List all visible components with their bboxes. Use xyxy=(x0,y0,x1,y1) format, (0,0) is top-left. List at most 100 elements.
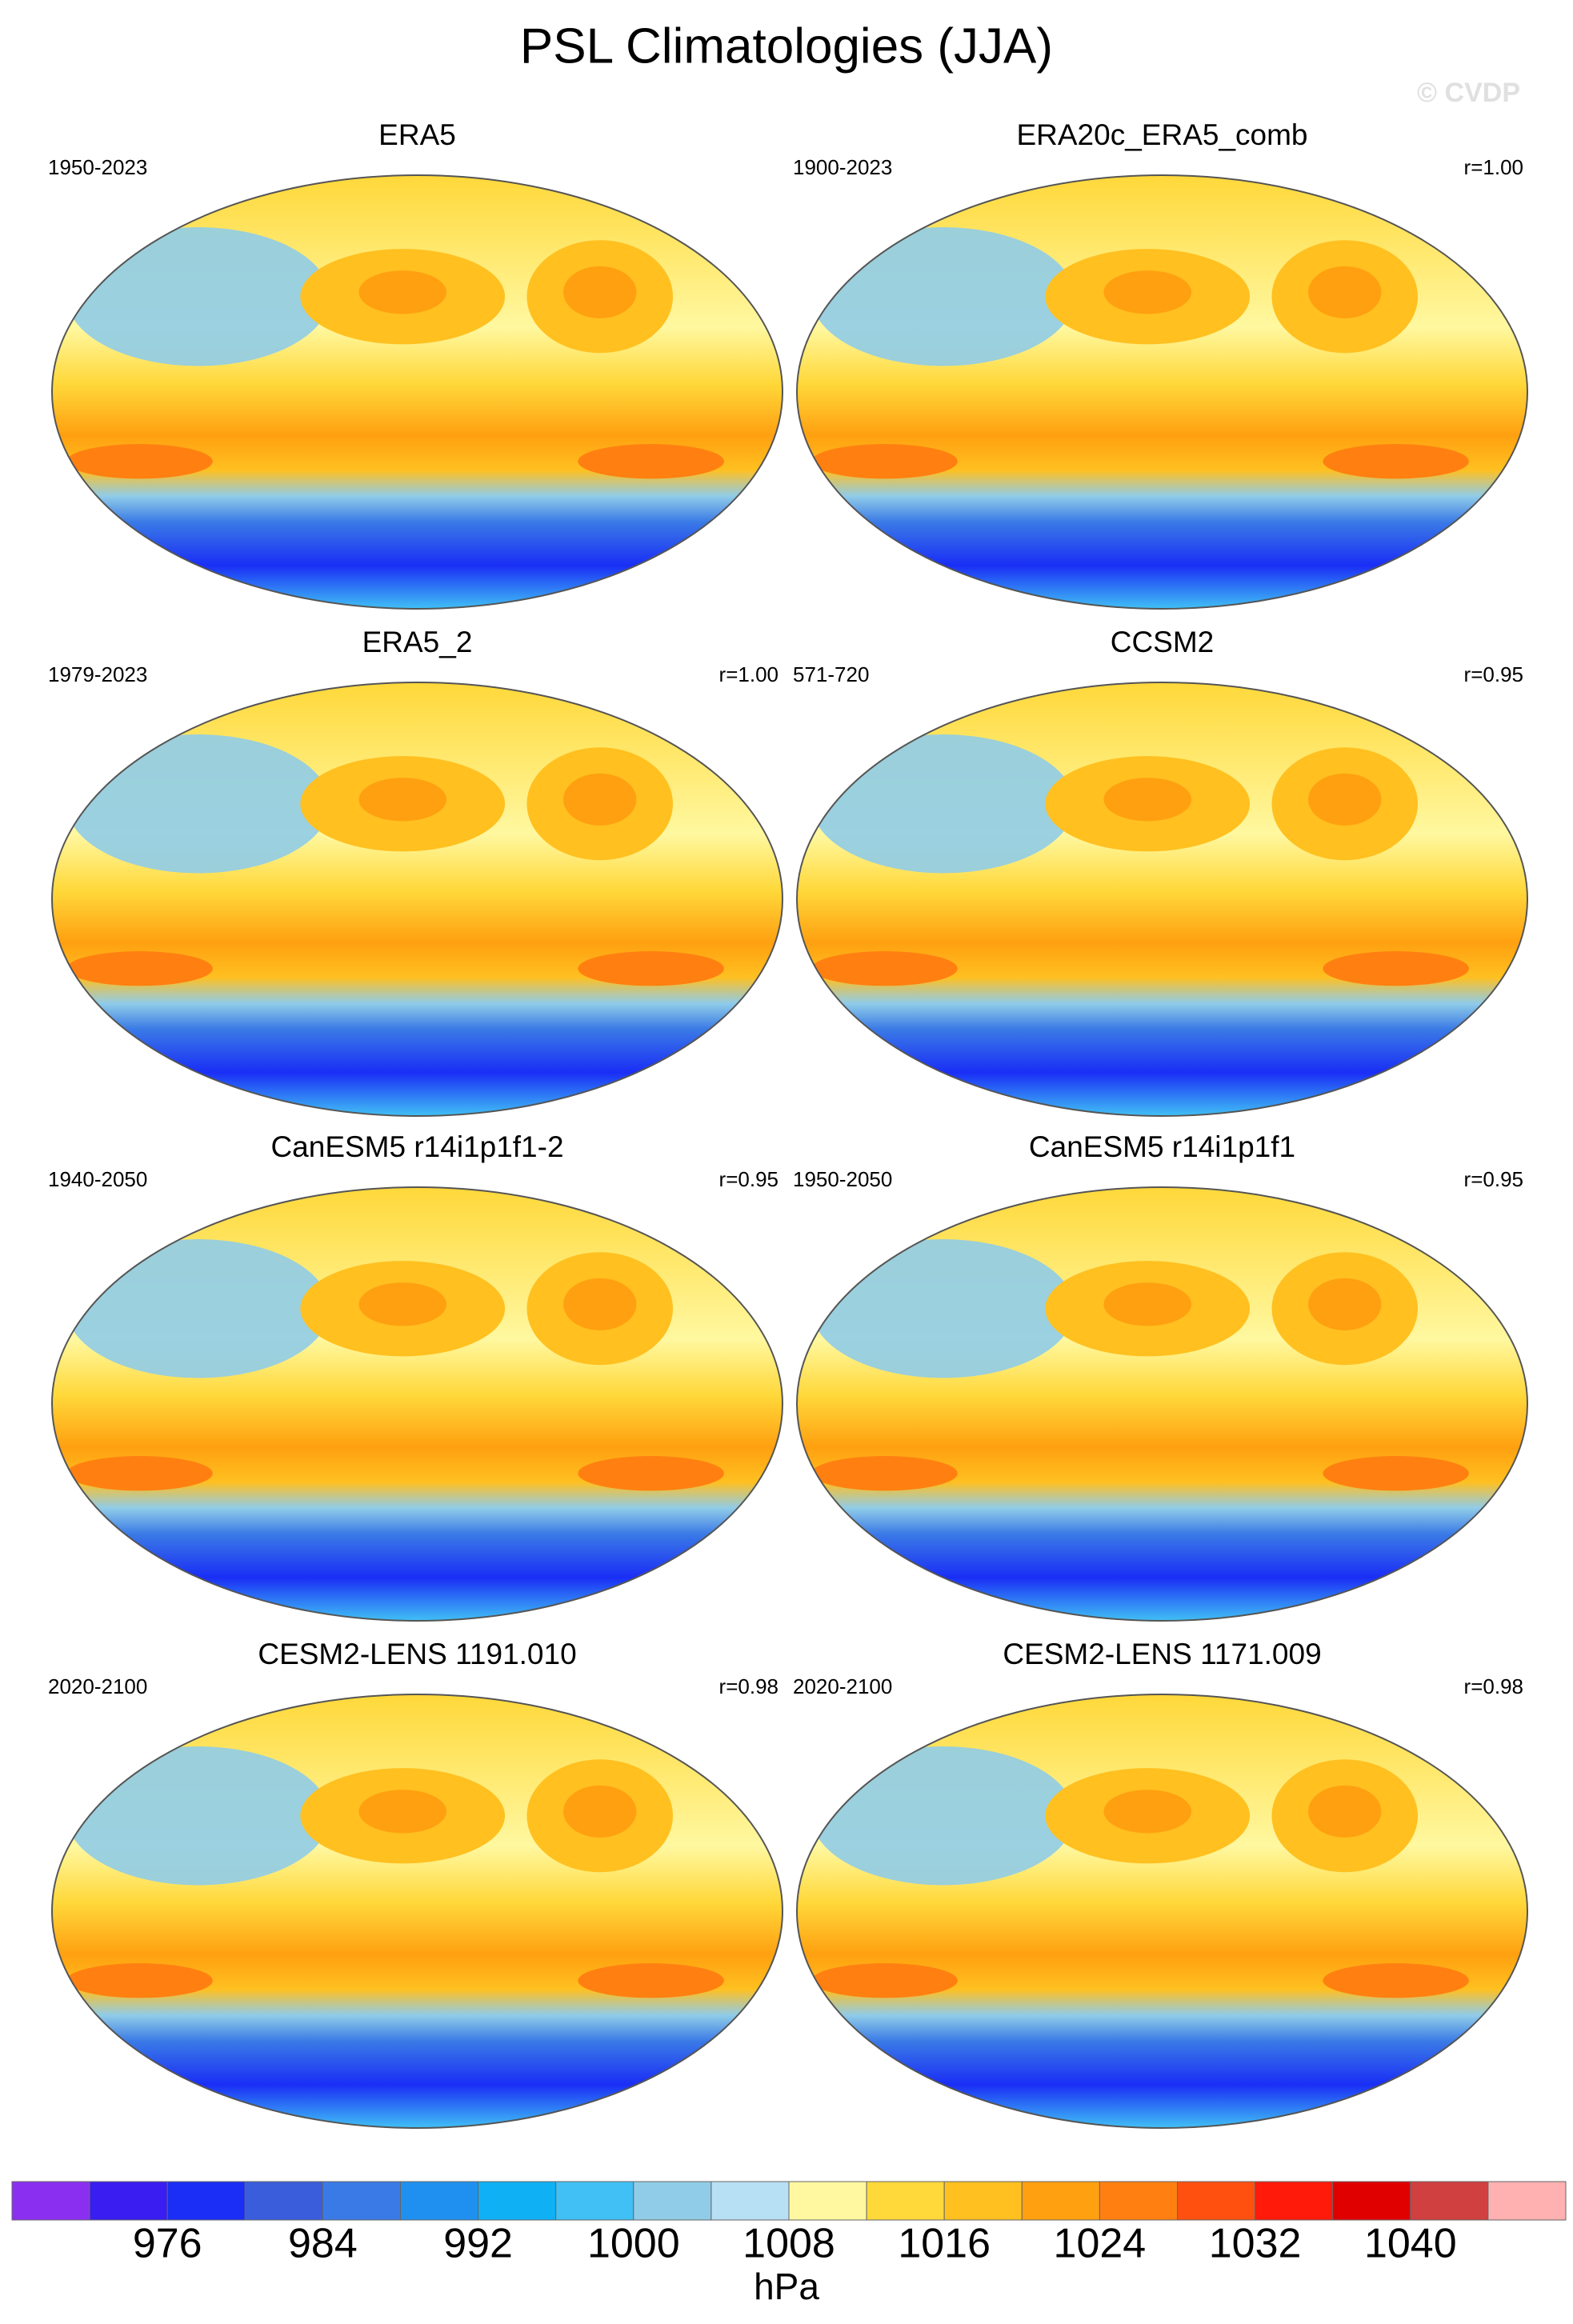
pattern-correlation: r=0.95 xyxy=(1464,662,1523,686)
map-field xyxy=(52,682,782,1116)
high-region xyxy=(578,444,724,479)
period-label: 1940-2050 xyxy=(48,1167,147,1191)
high-region xyxy=(578,1963,724,1998)
high-core xyxy=(1103,1282,1192,1326)
panels: ERA5 1950-2023 ERA20c_ERA5_comb 1900-2023 r=… xyxy=(48,118,1528,2129)
map-field xyxy=(52,175,782,609)
map-outline xyxy=(796,1694,1528,2129)
map-panel: CanESM5 r14i1p1f1-2 1940-2050 r=0.95 xyxy=(48,1130,783,1622)
period-label: 2020-2100 xyxy=(793,1674,892,1698)
colorbar-box xyxy=(400,2181,479,2221)
high-core xyxy=(358,1282,447,1326)
high-region xyxy=(811,444,958,479)
low-region xyxy=(811,1239,1075,1378)
pattern-correlation: r=0.95 xyxy=(1464,1167,1523,1191)
period-label: 2020-2100 xyxy=(48,1674,147,1698)
map-field xyxy=(797,1187,1527,1621)
high-region xyxy=(66,1456,213,1491)
map-panel: CanESM5 r14i1p1f1 1950-2050 r=0.95 xyxy=(793,1130,1528,1622)
high-core xyxy=(1308,1785,1382,1838)
high-region xyxy=(811,1963,958,1998)
low-region xyxy=(66,1239,330,1378)
colorbar-box xyxy=(1177,2181,1256,2221)
high-core xyxy=(563,773,637,826)
map-panel: CCSM2 571-720 r=0.95 xyxy=(793,626,1528,1117)
colorbar-box xyxy=(943,2181,1023,2221)
colorbar-tick-label: 1040 xyxy=(1364,2221,1457,2267)
high-core xyxy=(1103,1790,1192,1834)
map-outline xyxy=(51,1186,783,1622)
colorbar-tick-label: 992 xyxy=(443,2221,513,2267)
colorbar-box xyxy=(788,2181,867,2221)
figure-title: PSL Climatologies (JJA) xyxy=(520,18,1053,74)
pattern-correlation: r=0.98 xyxy=(719,1674,778,1698)
high-core xyxy=(563,266,637,318)
map-panel: ERA5 1950-2023 xyxy=(48,118,783,610)
colorbar-tick-label: 984 xyxy=(288,2221,358,2267)
colorbar-tick-label: 1016 xyxy=(898,2221,991,2267)
map-panel: ERA5_2 1979-2023 r=1.00 xyxy=(48,626,783,1117)
colorbar-box xyxy=(1099,2181,1179,2221)
low-region xyxy=(66,734,330,874)
period-label: 1900-2023 xyxy=(793,155,892,179)
low-region xyxy=(811,227,1075,366)
period-label: 1979-2023 xyxy=(48,662,147,686)
map-outline xyxy=(51,174,783,610)
colorbar-unit: hPa xyxy=(754,2266,819,2307)
colorbar-box xyxy=(166,2181,246,2221)
map-panel: CESM2-LENS 1191.010 2020-2100 r=0.98 xyxy=(48,1638,783,2129)
colorbar-tick-label: 1008 xyxy=(742,2221,835,2267)
colorbar-tick-label: 1032 xyxy=(1209,2221,1302,2267)
high-region xyxy=(1323,444,1469,479)
high-core xyxy=(1308,773,1382,826)
high-region xyxy=(1323,951,1469,986)
high-region xyxy=(1323,1963,1469,1998)
colorbar-box xyxy=(1332,2181,1411,2221)
map-outline xyxy=(796,1186,1528,1622)
colorbar-tick-label: 976 xyxy=(133,2221,202,2267)
colorbar-box xyxy=(710,2181,790,2221)
colorbar-box xyxy=(1255,2181,1334,2221)
colorbar-box xyxy=(11,2181,90,2221)
high-core xyxy=(1308,1278,1382,1330)
high-region xyxy=(578,951,724,986)
panel-title: CESM2-LENS 1191.010 xyxy=(258,1638,576,1670)
high-core xyxy=(1308,266,1382,318)
period-label: 1950-2050 xyxy=(793,1167,892,1191)
low-region xyxy=(811,734,1075,874)
high-core xyxy=(358,1790,447,1834)
panel-title: CCSM2 xyxy=(1111,626,1215,658)
map-field xyxy=(797,682,1527,1116)
map-outline xyxy=(51,682,783,1117)
high-region xyxy=(66,444,213,479)
colorbar-box xyxy=(244,2181,323,2221)
high-core xyxy=(358,270,447,314)
panel-title: CESM2-LENS 1171.009 xyxy=(1003,1638,1321,1670)
watermark: © CVDP xyxy=(1417,78,1520,108)
colorbar-box xyxy=(1021,2181,1100,2221)
colorbar-box xyxy=(633,2181,712,2221)
high-region xyxy=(66,951,213,986)
pattern-correlation: r=0.95 xyxy=(719,1167,778,1191)
low-region xyxy=(811,1746,1075,1886)
panel-title: ERA5 xyxy=(378,118,456,151)
map-panel: CESM2-LENS 1171.009 2020-2100 r=0.98 xyxy=(793,1638,1528,2129)
pattern-correlation: r=1.00 xyxy=(719,662,778,686)
map-outline xyxy=(51,1694,783,2129)
map-field xyxy=(797,1694,1527,2128)
panel-title: ERA5_2 xyxy=(362,626,473,658)
map-field xyxy=(52,1694,782,2128)
high-core xyxy=(358,778,447,822)
high-region xyxy=(1323,1456,1469,1491)
map-panel: ERA20c_ERA5_comb 1900-2023 r=1.00 xyxy=(793,118,1528,610)
colorbar-tick-label: 1024 xyxy=(1054,2221,1147,2267)
low-region xyxy=(66,227,330,366)
panel-title: CanESM5 r14i1p1f1-2 xyxy=(270,1130,563,1163)
map-field xyxy=(797,175,1527,609)
colorbar-box xyxy=(1487,2181,1567,2221)
high-region xyxy=(578,1456,724,1491)
colorbar-box xyxy=(555,2181,634,2221)
high-region xyxy=(66,1963,213,1998)
map-outline xyxy=(796,682,1528,1117)
